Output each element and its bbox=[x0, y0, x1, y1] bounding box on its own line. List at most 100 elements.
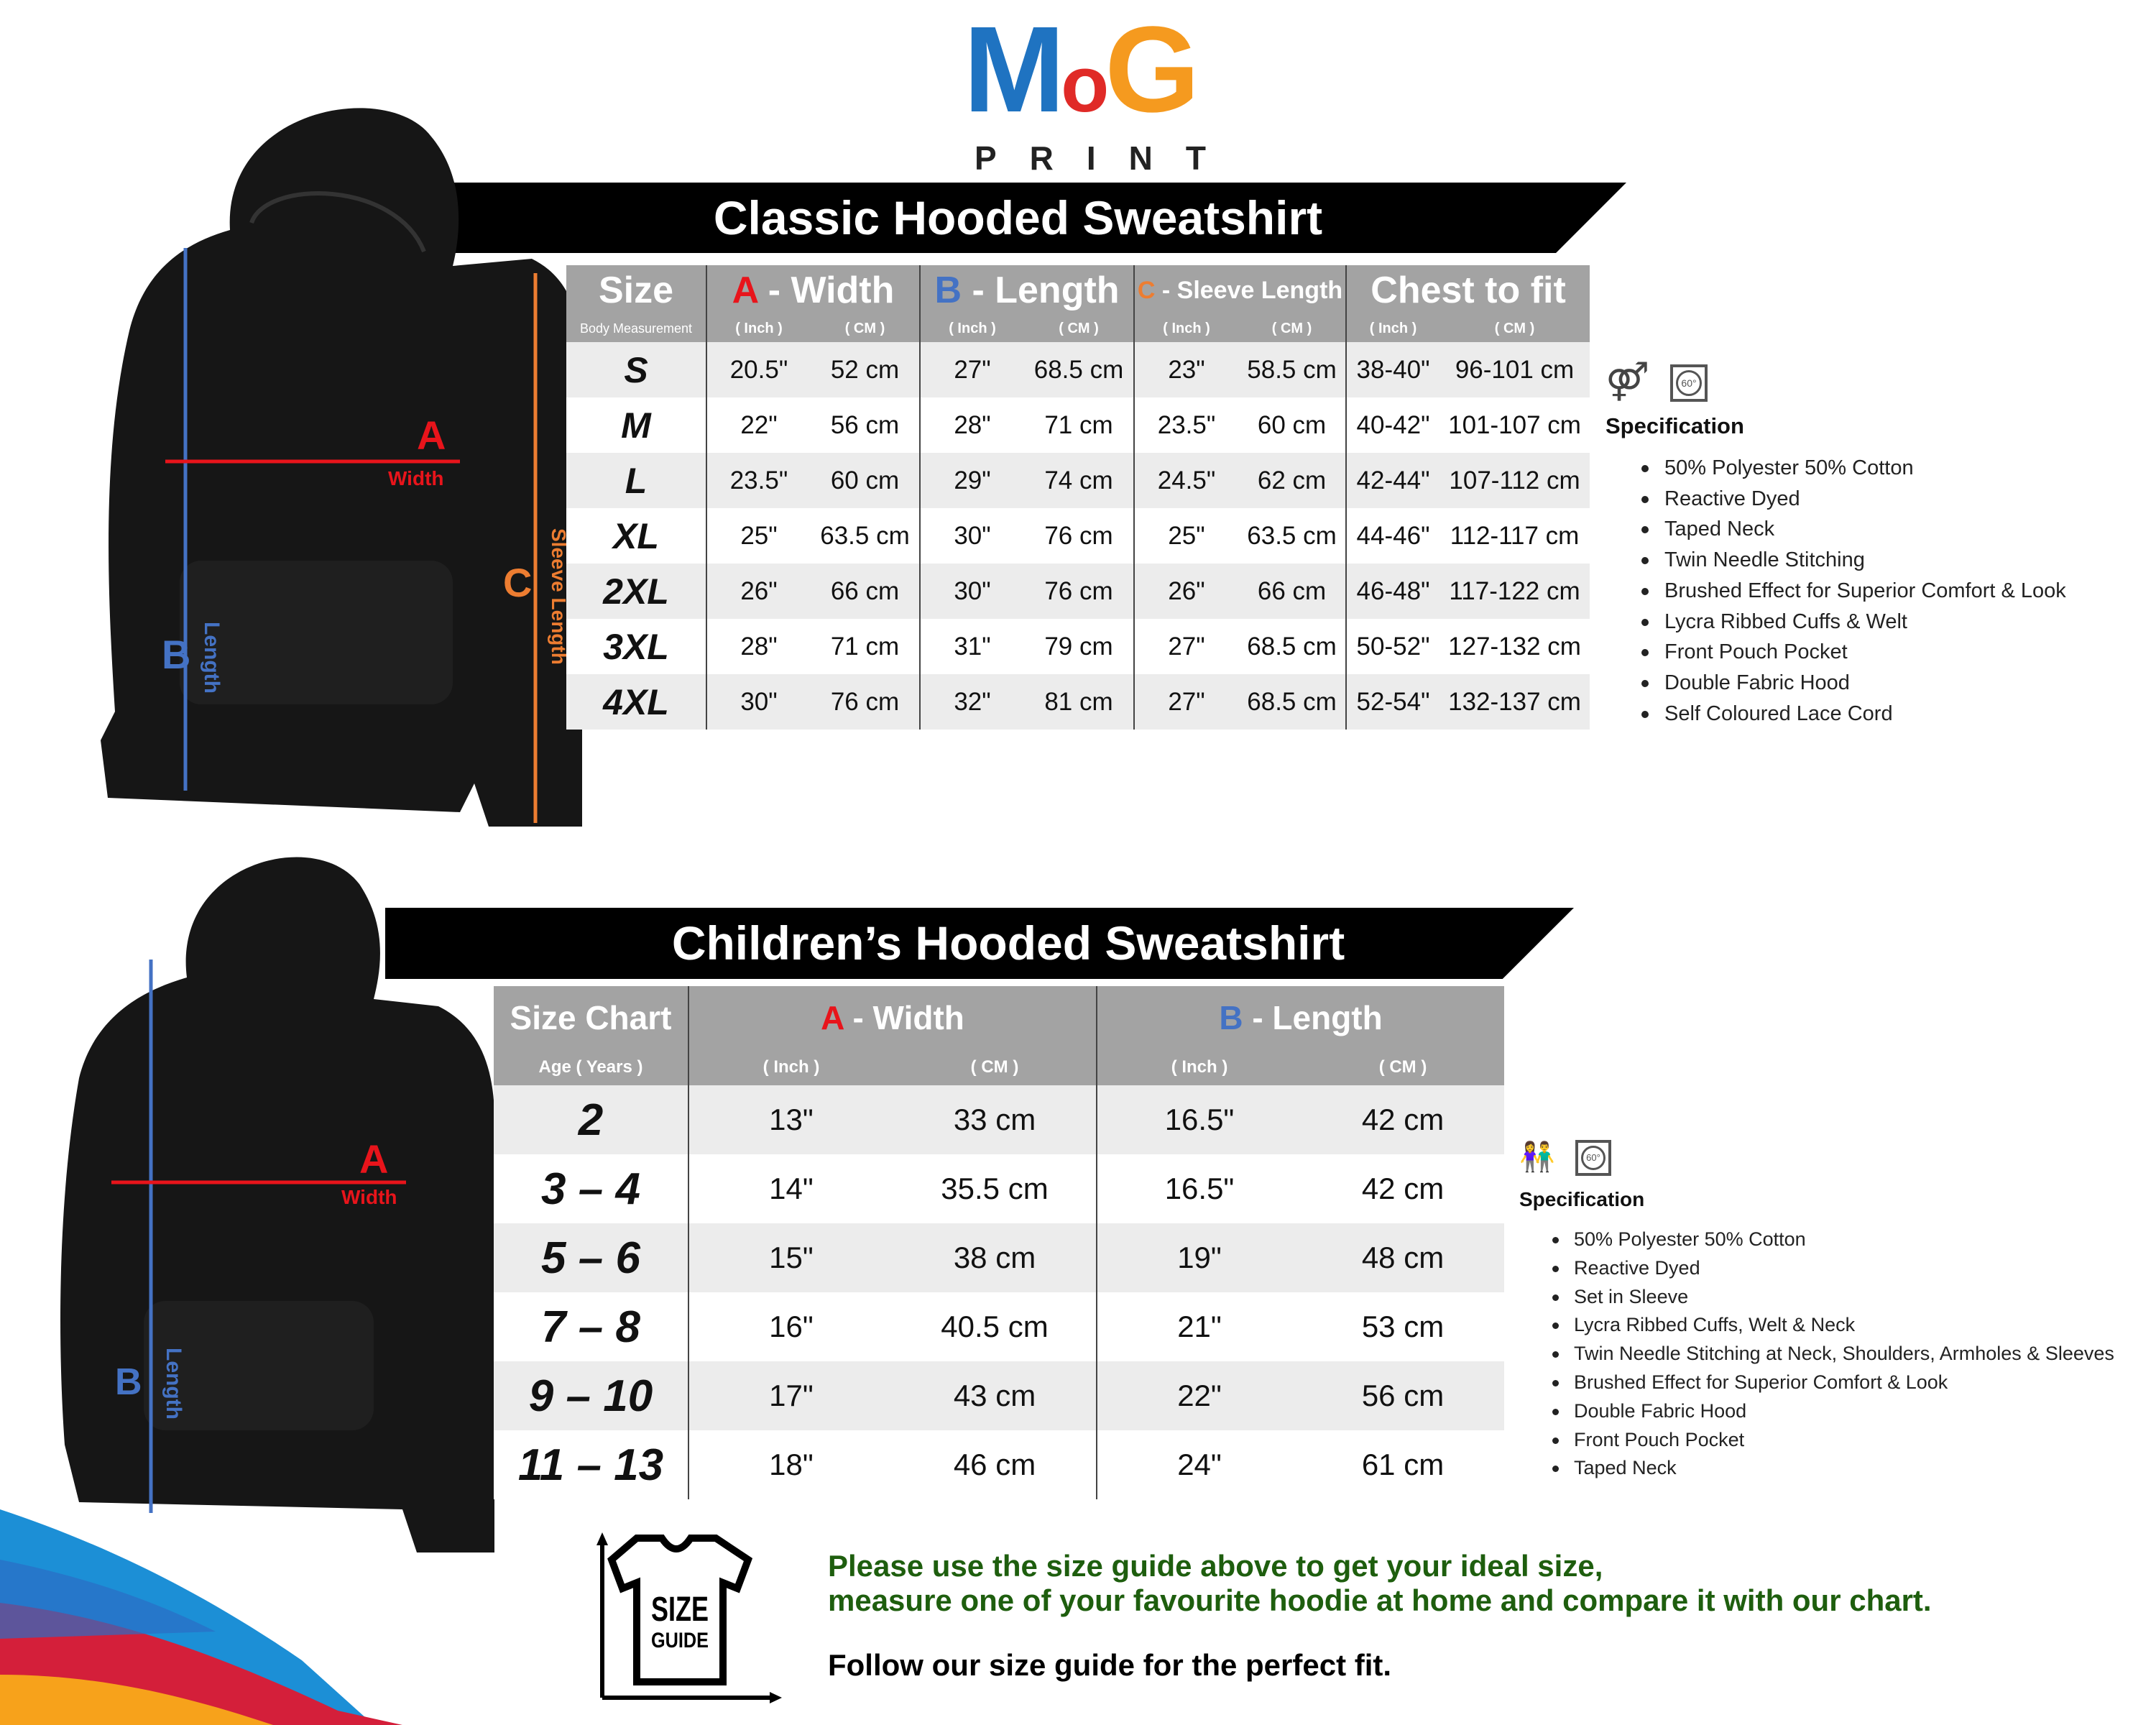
adult-title: Classic Hooded Sweatshirt bbox=[713, 191, 1323, 244]
size-cell: 2 bbox=[494, 1085, 689, 1154]
kids-icon: 👫 bbox=[1519, 1141, 1555, 1173]
header-size-chart: Size Chart bbox=[494, 986, 689, 1049]
value-cell: 20.5" bbox=[706, 342, 811, 397]
subheader-cm: ( CM ) bbox=[893, 1049, 1098, 1085]
kids-title: Children’s Hooded Sweatshirt bbox=[671, 916, 1345, 970]
paint-streaks-decoration bbox=[0, 1509, 402, 1725]
value-cell: 46-48" bbox=[1346, 564, 1440, 619]
adult-title-banner: Classic Hooded Sweatshirt bbox=[453, 183, 1626, 253]
spec-item: Reactive Dyed bbox=[1552, 1254, 2114, 1283]
value-cell: 68.5 cm bbox=[1238, 619, 1348, 674]
value-cell: 16" bbox=[688, 1292, 893, 1361]
header-a-width: A - Width bbox=[706, 265, 921, 316]
size-guide-text-2: GUIDE bbox=[651, 1629, 709, 1652]
table-row: 11 – 13 18" 46 cm 24" 61 cm bbox=[494, 1430, 1505, 1499]
wash-60-icon: 60° bbox=[1670, 364, 1708, 402]
value-cell: 44-46" bbox=[1346, 508, 1440, 564]
spec-item: Taped Neck bbox=[1552, 1454, 2114, 1483]
footer-line-2: measure one of your favourite hoodie at … bbox=[828, 1583, 1932, 1617]
value-cell: 96-101 cm bbox=[1439, 342, 1590, 397]
size-cell: 3 – 4 bbox=[494, 1154, 689, 1223]
logo-subtitle: PRINT bbox=[975, 139, 1239, 177]
header-chest: Chest to fit bbox=[1346, 265, 1590, 316]
value-cell: 30" bbox=[920, 508, 1024, 564]
size-guide-icon: SIZE GUIDE bbox=[596, 1532, 782, 1703]
value-cell: 38-40" bbox=[1346, 342, 1440, 397]
spec-item: Lycra Ribbed Cuffs & Welt bbox=[1641, 607, 2066, 638]
spec-item: Twin Needle Stitching bbox=[1641, 545, 2066, 576]
adult-diagram-width: Width bbox=[388, 467, 444, 489]
value-cell: 76 cm bbox=[811, 674, 921, 730]
adult-size-table: Size A - Width B - Length C - Sleeve Len… bbox=[566, 265, 1590, 730]
value-cell: 27" bbox=[1134, 674, 1239, 730]
value-cell: 24" bbox=[1097, 1430, 1302, 1499]
value-cell: 31" bbox=[920, 619, 1024, 674]
table-row: 9 – 10 17" 43 cm 22" 56 cm bbox=[494, 1361, 1505, 1430]
header-b-length: B - Length bbox=[1097, 986, 1505, 1049]
value-cell: 22" bbox=[706, 397, 811, 453]
kids-diagram-length: Length bbox=[162, 1348, 185, 1420]
adult-diagram-c: C bbox=[503, 560, 532, 605]
value-cell: 52-54" bbox=[1346, 674, 1440, 730]
value-cell: 56 cm bbox=[1302, 1361, 1505, 1430]
subheader-inch: ( Inch ) bbox=[688, 1049, 893, 1085]
kids-size-table: Size Chart A - Width B - Length Age ( Ye… bbox=[494, 986, 1505, 1499]
value-cell: 60 cm bbox=[811, 453, 921, 508]
value-cell: 71 cm bbox=[811, 619, 921, 674]
size-cell: S bbox=[566, 342, 707, 397]
value-cell: 42 cm bbox=[1302, 1085, 1505, 1154]
value-cell: 17" bbox=[688, 1361, 893, 1430]
size-cell: 3XL bbox=[566, 619, 707, 674]
value-cell: 81 cm bbox=[1024, 674, 1135, 730]
footer-line-3: Follow our size guide for the perfect fi… bbox=[828, 1648, 1392, 1682]
table-row: 5 – 6 15" 38 cm 19" 48 cm bbox=[494, 1223, 1505, 1292]
value-cell: 66 cm bbox=[1238, 564, 1348, 619]
size-guide-text-1: SIZE bbox=[651, 1591, 709, 1629]
value-cell: 46 cm bbox=[893, 1430, 1098, 1499]
value-cell: 15" bbox=[688, 1223, 893, 1292]
value-cell: 38 cm bbox=[893, 1223, 1098, 1292]
subheader-cm: ( CM ) bbox=[811, 316, 921, 342]
subheader-inch: ( Inch ) bbox=[1346, 316, 1440, 342]
adult-spec-list: 50% Polyester 50% Cotton Reactive Dyed Tap… bbox=[1641, 453, 2066, 729]
table-row: 2XL 26" 66 cm 30" 76 cm 26" 66 cm 46-48" 117-122… bbox=[566, 564, 1590, 619]
header-size-sub: Body Measurement bbox=[566, 316, 707, 342]
header-c-sleeve: C - Sleeve Length bbox=[1134, 265, 1348, 316]
value-cell: 76 cm bbox=[1024, 564, 1135, 619]
value-cell: 42-44" bbox=[1346, 453, 1440, 508]
size-cell: 2XL bbox=[566, 564, 707, 619]
value-cell: 66 cm bbox=[811, 564, 921, 619]
value-cell: 71 cm bbox=[1024, 397, 1135, 453]
value-cell: 40-42" bbox=[1346, 397, 1440, 453]
kids-diagram-width: Width bbox=[341, 1186, 397, 1208]
value-cell: 16.5" bbox=[1097, 1085, 1302, 1154]
table-row: M 22" 56 cm 28" 71 cm 23.5" 60 cm 40-42" 101-107… bbox=[566, 397, 1590, 453]
table-row: XL 25" 63.5 cm 30" 76 cm 25" 63.5 cm 44-46" 112-… bbox=[566, 508, 1590, 564]
adult-diagram-b: B bbox=[162, 632, 190, 677]
value-cell: 56 cm bbox=[811, 397, 921, 453]
value-cell: 23.5" bbox=[706, 453, 811, 508]
spec-item: Front Pouch Pocket bbox=[1552, 1426, 2114, 1455]
spec-item: Lycra Ribbed Cuffs, Welt & Neck bbox=[1552, 1311, 2114, 1340]
spec-item: Front Pouch Pocket bbox=[1641, 637, 2066, 668]
table-row: 2 13" 33 cm 16.5" 42 cm bbox=[494, 1085, 1505, 1154]
size-cell: XL bbox=[566, 508, 707, 564]
value-cell: 112-117 cm bbox=[1439, 508, 1590, 564]
value-cell: 132-137 cm bbox=[1439, 674, 1590, 730]
size-cell: M bbox=[566, 397, 707, 453]
value-cell: 32" bbox=[920, 674, 1024, 730]
subheader-inch: ( Inch ) bbox=[706, 316, 811, 342]
size-cell: 9 – 10 bbox=[494, 1361, 689, 1430]
spec-item: Double Fabric Hood bbox=[1552, 1397, 2114, 1426]
value-cell: 117-122 cm bbox=[1439, 564, 1590, 619]
value-cell: 24.5" bbox=[1134, 453, 1239, 508]
value-cell: 28" bbox=[706, 619, 811, 674]
adult-hoodie-diagram: A Width B Length C Sleeve Length bbox=[101, 108, 582, 827]
table-row: L 23.5" 60 cm 29" 74 cm 24.5" 62 cm 42-44" 107-1… bbox=[566, 453, 1590, 508]
value-cell: 26" bbox=[1134, 564, 1239, 619]
header-b-length: B - Length bbox=[920, 265, 1135, 316]
table-row: S 20.5" 52 cm 27" 68.5 cm 23" 58.5 cm 38-40" 96-… bbox=[566, 342, 1590, 397]
value-cell: 28" bbox=[920, 397, 1024, 453]
footer-line-1: Please use the size guide above to get y… bbox=[828, 1549, 1603, 1583]
value-cell: 101-107 cm bbox=[1439, 397, 1590, 453]
